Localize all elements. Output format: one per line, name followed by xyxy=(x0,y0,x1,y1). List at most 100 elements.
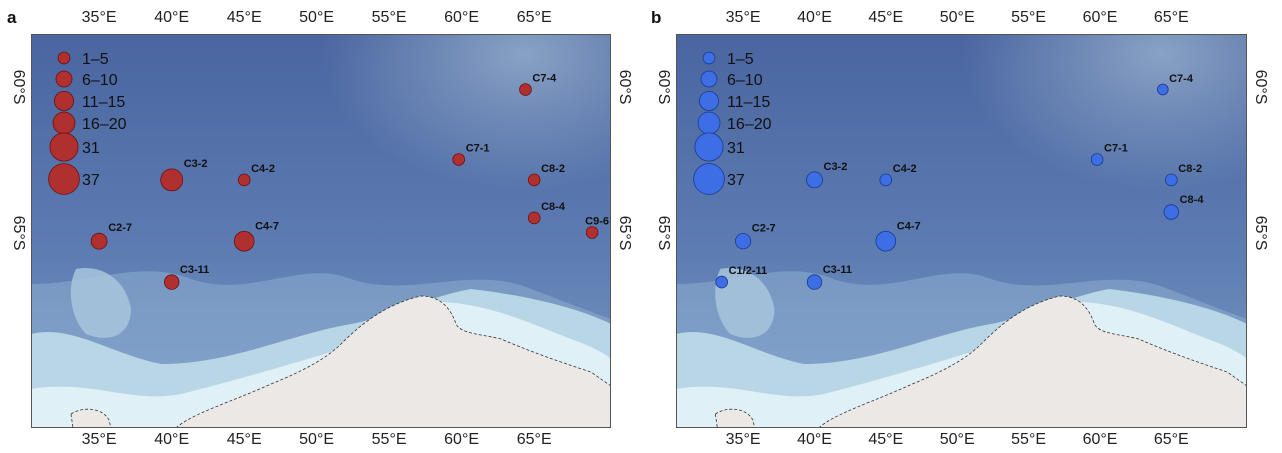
station-label: C7-1 xyxy=(1104,143,1128,155)
station-label: C2-7 xyxy=(752,223,776,235)
station-label: C3-11 xyxy=(180,264,209,276)
lon-tick-label: 65°E xyxy=(516,9,552,26)
station-marker xyxy=(879,173,893,187)
lon-tick-label: 40°E xyxy=(154,9,190,26)
lon-tick-label: 65°E xyxy=(1153,9,1189,26)
station-label: C8-2 xyxy=(1178,163,1202,175)
legend-label: 31 xyxy=(727,140,745,157)
station-marker xyxy=(1164,173,1178,187)
map-area-a: 1–5 6–10 11–15 16–20 31 37 C7-4 C7-1 C3-2 C4-2 C8-… xyxy=(31,34,611,428)
lon-tick-label: 60°E xyxy=(1082,431,1118,448)
lon-tick-label: 45°E xyxy=(868,431,904,448)
lon-tick-label: 50°E xyxy=(299,9,335,26)
station-marker xyxy=(519,83,532,96)
legend-label: 16–20 xyxy=(82,116,127,133)
station-label: C4-7 xyxy=(255,220,279,232)
station-marker xyxy=(527,173,541,187)
legend-marker xyxy=(55,70,73,88)
station-label: C8-4 xyxy=(1180,194,1205,206)
legend: 1–5 6–10 11–15 16–20 31 37 xyxy=(48,51,127,195)
lon-tick-label: 50°E xyxy=(299,431,335,448)
lon-tick-label: 35°E xyxy=(725,431,761,448)
legend-label: 1–5 xyxy=(727,51,754,68)
legend-marker xyxy=(693,163,725,195)
lat-tick-label: 60°S xyxy=(616,69,633,104)
station-marker xyxy=(734,233,752,250)
lon-tick-label: 60°E xyxy=(444,431,480,448)
station-label: C1/2-11 xyxy=(729,265,768,277)
station-marker xyxy=(237,173,251,187)
map-background xyxy=(31,34,611,428)
station-label: C9-6 xyxy=(585,216,609,228)
legend-label: 11–15 xyxy=(727,94,770,111)
lon-tick-label: 60°E xyxy=(1082,9,1118,26)
legend-marker xyxy=(702,51,716,65)
legend-label: 6–10 xyxy=(82,72,118,89)
lon-tick-label: 40°E xyxy=(154,431,190,448)
legend-marker xyxy=(698,91,720,112)
lat-tick-label: 60°S xyxy=(1252,69,1269,104)
lat-tick-label: 60°S xyxy=(10,69,27,104)
lat-tick-label: 65°S xyxy=(10,215,27,250)
station-marker xyxy=(875,230,897,252)
station-label: C4-7 xyxy=(897,220,921,232)
legend-marker xyxy=(52,111,76,135)
lon-tick-label: 40°E xyxy=(797,9,832,26)
legend-label: 37 xyxy=(82,172,100,189)
station-label: C3-2 xyxy=(184,158,208,170)
station-marker xyxy=(715,275,728,289)
lon-tick-label: 55°E xyxy=(371,9,407,26)
station-marker xyxy=(160,168,184,192)
lon-tick-label: 35°E xyxy=(81,9,117,26)
station-marker xyxy=(90,232,108,250)
lat-tick-label: 65°S xyxy=(655,215,672,250)
station-label: C7-1 xyxy=(466,143,490,155)
legend-marker xyxy=(48,163,80,195)
station-markers: C7-4 C7-1 C3-2 C4-2 C8-2 C8-4 C2-7 C4-7 C1/2-11 C… xyxy=(715,73,1205,290)
station-label: C2-7 xyxy=(108,222,132,234)
station-label: C8-2 xyxy=(541,163,565,175)
lat-tick-label: 65°S xyxy=(1252,215,1269,250)
lon-tick-label: 65°E xyxy=(1153,431,1189,448)
station-markers: C7-4 C7-1 C3-2 C4-2 C8-2 C8-4 C9-6 C2-7 C4-7 C3-1… xyxy=(90,73,609,290)
lon-tick-label: 35°E xyxy=(725,9,761,26)
station-label: C4-2 xyxy=(893,163,917,175)
lon-tick-label: 35°E xyxy=(81,431,117,448)
station-marker xyxy=(163,274,180,290)
lon-tick-label: 40°E xyxy=(797,431,832,448)
lon-tick-label: 55°E xyxy=(371,431,407,448)
station-label: C3-2 xyxy=(824,161,848,173)
station-marker xyxy=(1090,153,1104,166)
lon-tick-label: 50°E xyxy=(939,9,975,26)
station-marker xyxy=(233,230,255,252)
station-label: C4-2 xyxy=(251,163,275,175)
station-marker xyxy=(452,153,466,166)
station-marker xyxy=(1156,83,1169,96)
panel-label-a: a xyxy=(7,8,17,27)
legend-label: 31 xyxy=(82,140,100,157)
legend-marker xyxy=(694,132,724,162)
station-marker xyxy=(585,226,599,239)
lat-tick-label: 65°S xyxy=(616,215,633,250)
legend-label: 37 xyxy=(727,172,745,189)
map-panel-b: b 35°E 35°E 40°E 40°E 45°E 45°E 50°E 50°E 55°E 55… xyxy=(641,0,1282,453)
lon-tick-label: 55°E xyxy=(1011,9,1047,26)
legend-marker xyxy=(697,111,721,135)
legend-label: 1–5 xyxy=(82,51,109,68)
station-marker xyxy=(806,274,823,290)
station-label: C3-11 xyxy=(823,264,852,276)
legend-label: 6–10 xyxy=(727,72,763,89)
map-area-b: 1–5 6–10 11–15 16–20 31 37 C7-4 C7-1 C3-2 C4-2 C8-… xyxy=(676,34,1247,428)
lon-tick-label: 45°E xyxy=(868,9,904,26)
station-marker xyxy=(806,171,823,189)
map-background xyxy=(676,34,1247,428)
legend-marker xyxy=(49,132,79,162)
panel-label-b: b xyxy=(651,8,662,27)
legend: 1–5 6–10 11–15 16–20 31 37 xyxy=(693,51,772,195)
legend-marker xyxy=(700,70,718,88)
lon-tick-label: 55°E xyxy=(1011,431,1047,448)
station-marker xyxy=(1163,204,1180,220)
station-marker xyxy=(527,211,541,225)
legend-label: 11–15 xyxy=(82,94,125,111)
station-label: C8-4 xyxy=(541,201,566,213)
